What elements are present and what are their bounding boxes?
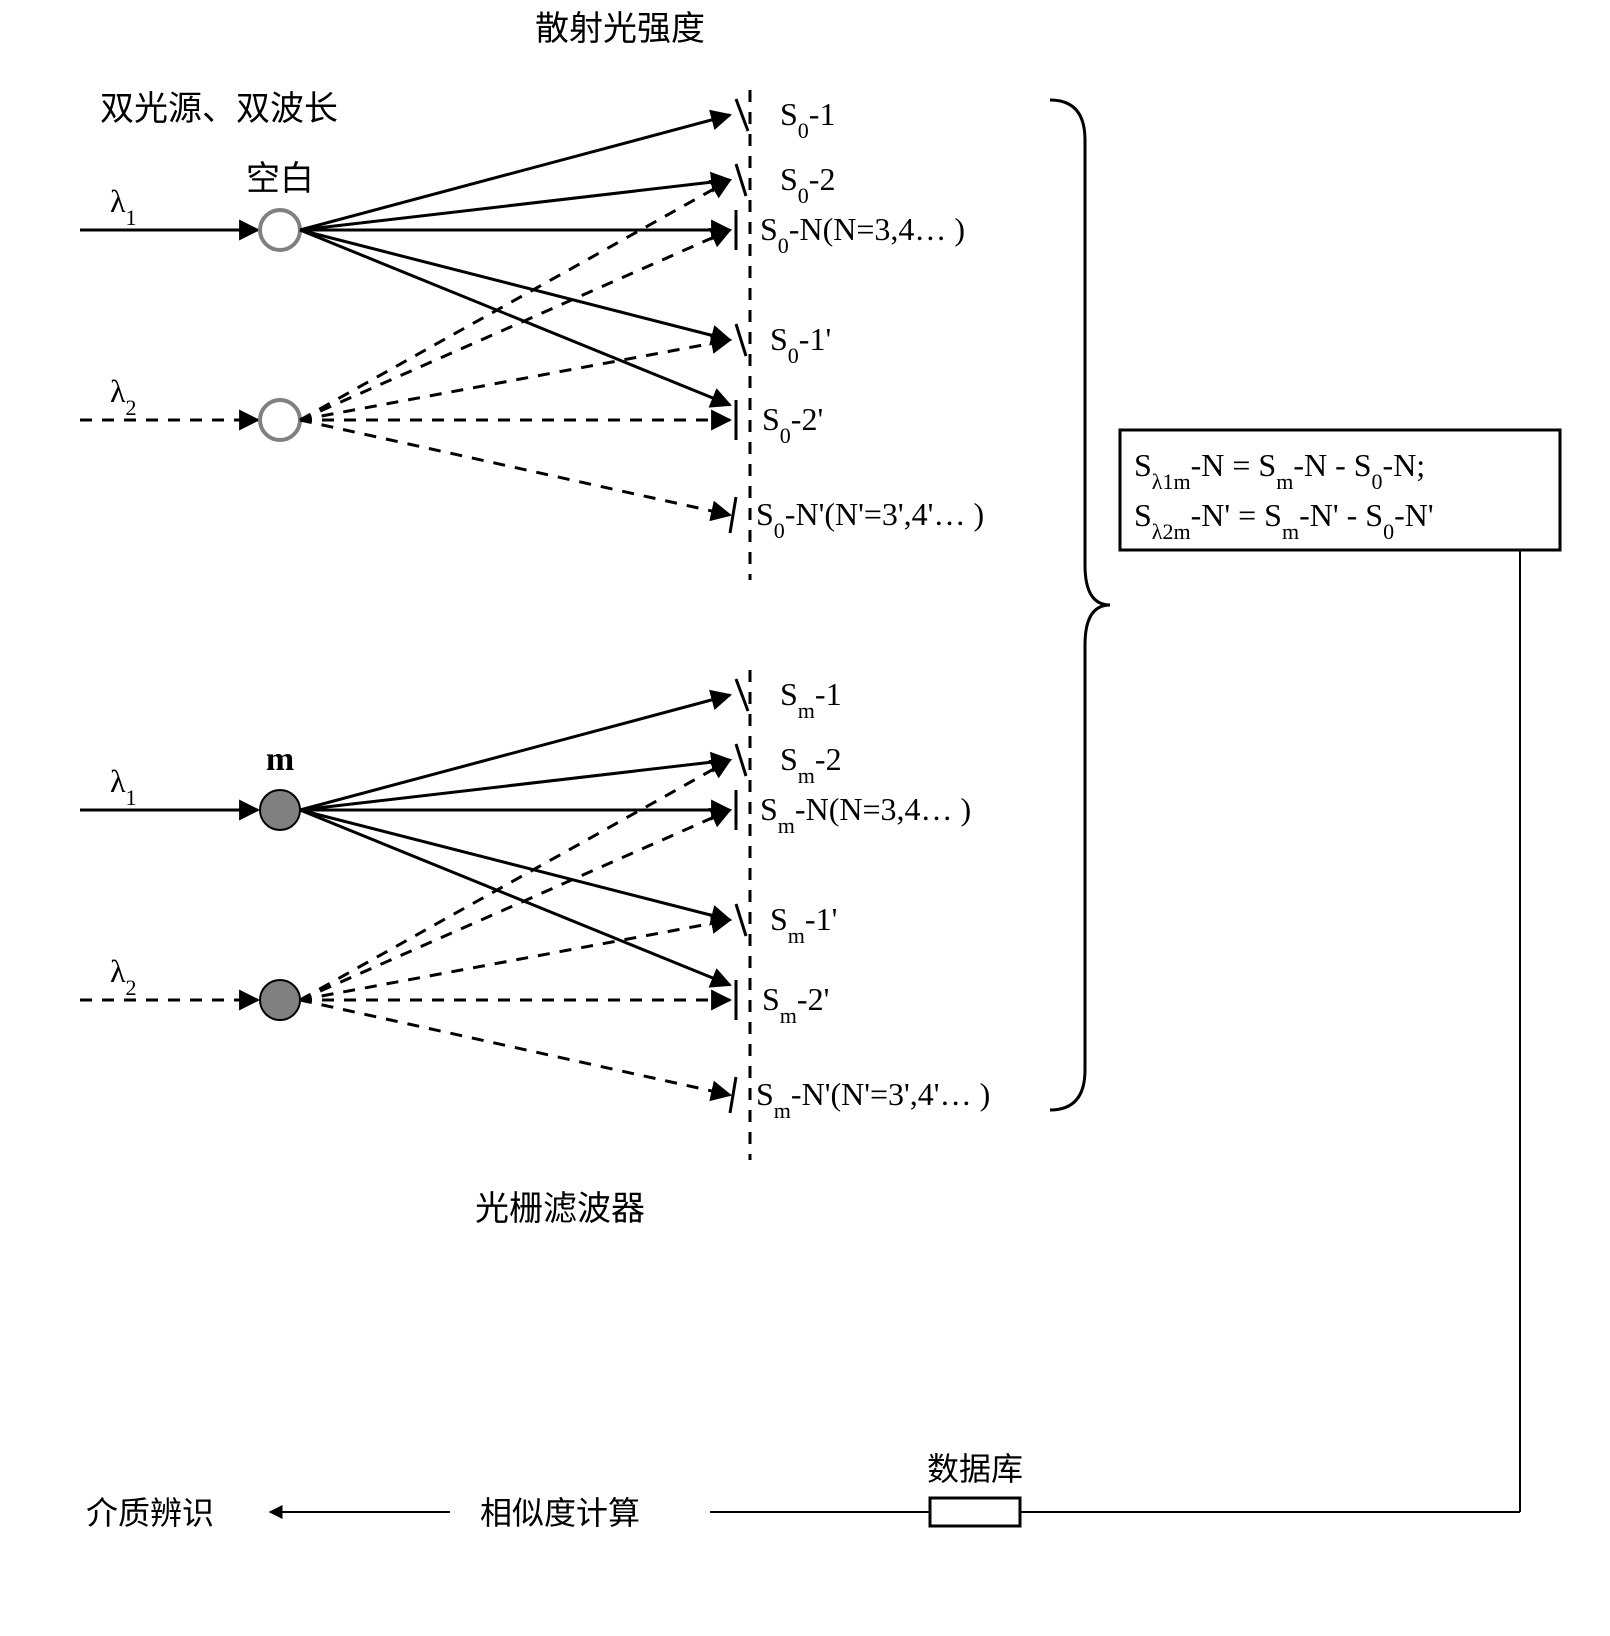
detector-tick [736,324,746,356]
detector-tick [736,744,746,776]
scatter-label: S0-1 [780,96,835,143]
title-media-id: 介质辨识 [86,1495,214,1531]
scatter-label: Sm-1 [780,676,842,723]
scatter-label: Sm-1' [770,901,837,948]
node-label: 空白 [246,160,314,198]
ray [300,760,730,810]
ray [300,760,730,1000]
ray [300,180,730,230]
brace [1050,100,1110,1110]
ray [300,695,730,810]
ray [300,115,730,230]
title-similarity: 相似度计算 [480,1495,640,1531]
lambda2-label: λ2 [110,373,137,420]
lambda2-label: λ2 [110,953,137,1000]
scatter-label: Sm-2 [780,741,842,788]
ray [300,230,730,405]
detector-tick [736,164,746,196]
lambda1-label: λ1 [110,183,137,230]
detector-tick [736,679,748,711]
scatter-label: Sm-N(N=3,4… ) [760,791,971,838]
scatter-label: S0-N(N=3,4… ) [760,211,965,258]
scatter-label: S0-2' [762,401,823,448]
ray [300,810,730,985]
scatter-label: S0-N'(N'=3',4'… ) [756,496,984,543]
scatter-label: Sm-N'(N'=3',4'… ) [756,1076,990,1123]
detector-tick [730,497,736,533]
ray [300,180,730,420]
diagram-canvas: 散射光强度双光源、双波长 λ1 λ2 空白 S0-1 S0-2S0-N(N=3,4… ) S… [0,0,1610,1636]
detector-tick [736,904,746,936]
node-m-2 [260,980,300,1020]
detector-tick [730,1077,736,1113]
title-grating-filter: 光栅滤波器 [475,1190,645,1228]
scatter-label: Sm-2' [762,981,829,1028]
ray [300,810,730,920]
scatter-label: S0-1' [770,321,831,368]
database-box [930,1498,1020,1526]
scatter-label: S0-2 [780,161,835,208]
ray [300,1000,730,1095]
title-dual-source: 双光源、双波长 [100,90,338,128]
ray [300,420,730,515]
lambda1-label: λ1 [110,763,137,810]
detector-tick [736,99,748,131]
node-m-1 [260,790,300,830]
node-blank-2 [260,400,300,440]
ray [300,230,730,340]
title-scatter-intensity: 散射光强度 [535,10,705,48]
node-label: m [266,741,294,778]
title-database: 数据库 [927,1451,1023,1487]
node-blank-1 [260,210,300,250]
